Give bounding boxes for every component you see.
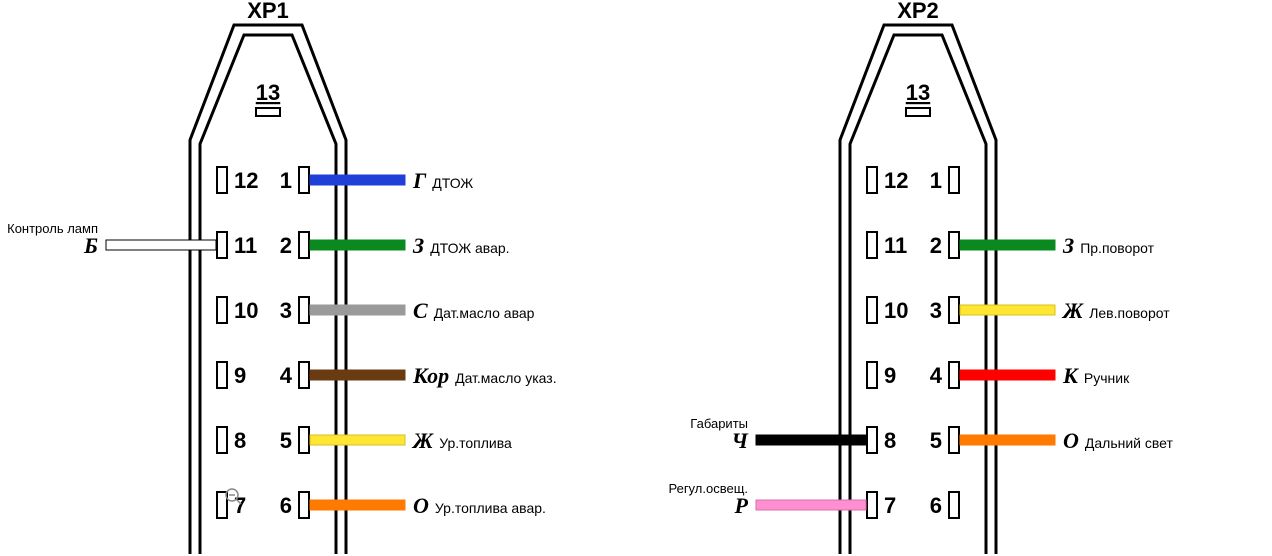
wire [960, 370, 1055, 380]
pin-number: 12 [884, 168, 908, 193]
connector-title: XP2 [897, 0, 939, 23]
pin-number: 4 [930, 363, 943, 388]
pin-number: 12 [234, 168, 258, 193]
wire [310, 175, 405, 185]
wire-desc: Регул.освещ. [668, 481, 748, 496]
pin-number: 5 [930, 428, 942, 453]
top-pin-number: 13 [256, 80, 280, 105]
wire-code: Ч [732, 428, 750, 453]
pin-number: 4 [280, 363, 293, 388]
pin-number: 1 [280, 168, 292, 193]
diagram: XP113121ГДТОЖ112БКонтроль лампЗДТОЖ авар… [0, 0, 1272, 556]
pin-number: 7 [234, 493, 246, 518]
wire-desc: Габариты [690, 416, 748, 431]
wire [310, 370, 405, 380]
pin-number: 5 [280, 428, 292, 453]
wire-code: Б [83, 233, 98, 258]
wire-desc: Контроль ламп [7, 221, 98, 236]
top-pin-number: 13 [906, 80, 930, 105]
connector-title: XP1 [247, 0, 289, 23]
pin-number: 10 [234, 298, 258, 323]
pin-number: 6 [280, 493, 292, 518]
pin-number: 3 [280, 298, 292, 323]
pin-number: 9 [234, 363, 246, 388]
wire-code: Р [734, 493, 749, 518]
pin-number: 11 [234, 233, 257, 258]
pin-number: 10 [884, 298, 908, 323]
pin-number: 6 [930, 493, 942, 518]
wire [310, 435, 405, 445]
pin-number: 7 [884, 493, 896, 518]
pin-number: 2 [930, 233, 942, 258]
wire [756, 500, 866, 510]
wire [960, 240, 1055, 250]
pin-number: 3 [930, 298, 942, 323]
pin-number: 2 [280, 233, 292, 258]
wire [960, 435, 1055, 445]
pin-number: 8 [884, 428, 896, 453]
pin-number: 1 [930, 168, 942, 193]
wire [310, 240, 405, 250]
wire [106, 240, 216, 250]
wire [960, 305, 1055, 315]
pin-number: 11 [884, 233, 907, 258]
wire [756, 435, 866, 445]
wire [310, 305, 405, 315]
pin-number: 9 [884, 363, 896, 388]
pin-number: 8 [234, 428, 246, 453]
wire [310, 500, 405, 510]
